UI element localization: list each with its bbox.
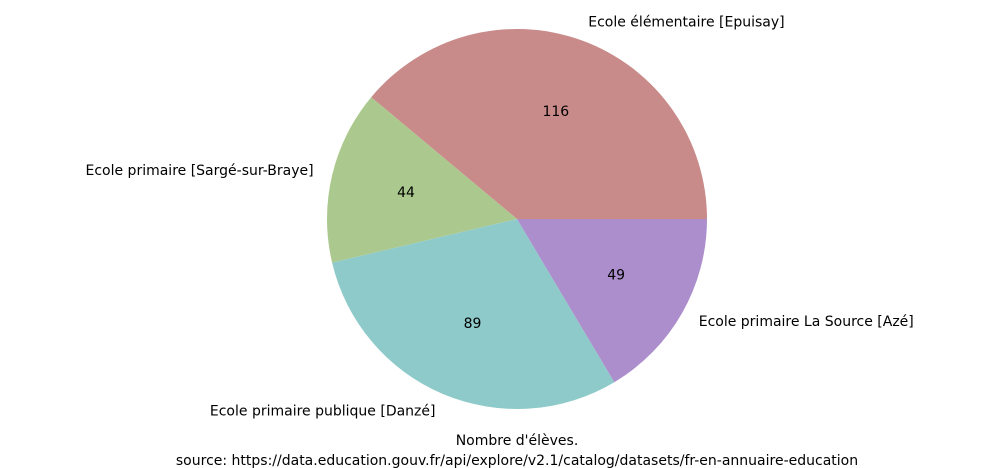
pie-slice (332, 219, 615, 409)
value-label: 89 (464, 316, 482, 332)
slice-label: Ecole primaire La Source [Azé] (699, 314, 914, 330)
value-label: 49 (607, 267, 625, 283)
slice-label: Ecole primaire publique [Danzé] (210, 403, 436, 419)
pie-slice (371, 28, 707, 219)
slice-label: Ecole élémentaire [Epuisay] (588, 15, 784, 31)
pie-slice (327, 97, 517, 263)
value-label: 44 (397, 185, 415, 201)
value-label: 116 (542, 104, 569, 120)
source-note: source: https://data.education.gouv.fr/a… (176, 453, 858, 468)
pie-slice (517, 219, 707, 383)
slice-label: Ecole primaire [Sargé-sur-Braye] (86, 163, 314, 179)
x-axis-label: Nombre d'élèves. (456, 433, 579, 449)
